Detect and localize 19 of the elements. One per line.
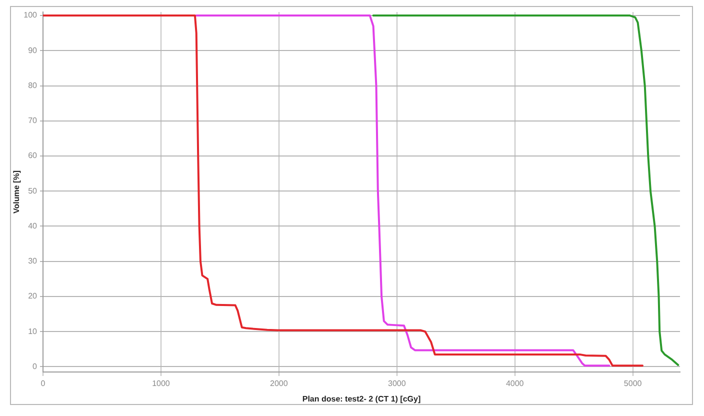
x-tick-label: 2000 — [270, 379, 288, 388]
y-tick-label: 40 — [28, 221, 38, 230]
x-tick-label: 5000 — [624, 379, 642, 388]
y-tick-label: 30 — [28, 256, 38, 266]
y-tick-label: 90 — [28, 46, 38, 55]
x-tick-label: 3000 — [388, 379, 406, 388]
y-axis-title: Volume [%] — [12, 170, 22, 214]
y-tick-label: 100 — [24, 10, 38, 20]
x-tick-label: 4000 — [506, 379, 524, 388]
y-tick-label: 50 — [28, 186, 38, 196]
y-tick-label: 80 — [28, 80, 38, 90]
y-tick-label: 60 — [28, 151, 38, 160]
y-tick-label: 20 — [28, 292, 38, 301]
x-tick-label: 0 — [40, 379, 46, 388]
y-tick-label: 10 — [28, 326, 38, 336]
y-tick-label: 70 — [28, 116, 38, 126]
x-tick-label: 1000 — [152, 379, 170, 388]
x-axis-title: Plan dose: test2- 2 (CT 1) [cGy] — [302, 394, 421, 404]
y-tick-label: 0 — [32, 362, 38, 371]
